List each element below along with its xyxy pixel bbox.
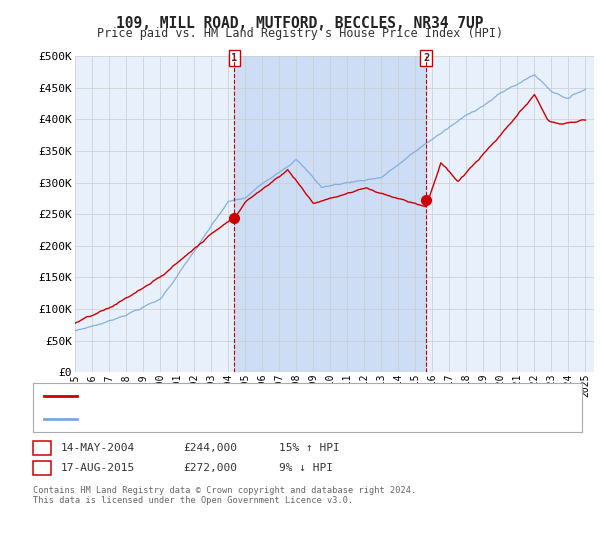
Text: 1: 1: [232, 53, 238, 63]
Text: 15% ↑ HPI: 15% ↑ HPI: [279, 443, 340, 453]
Bar: [235, 56, 426, 372]
Text: 17-AUG-2015: 17-AUG-2015: [61, 463, 136, 473]
Text: 2: 2: [423, 53, 429, 63]
Text: Price paid vs. HM Land Registry's House Price Index (HPI): Price paid vs. HM Land Registry's House …: [97, 27, 503, 40]
Text: £244,000: £244,000: [183, 443, 237, 453]
Text: £272,000: £272,000: [183, 463, 237, 473]
Text: HPI: Average price, detached house, East Suffolk: HPI: Average price, detached house, East…: [84, 414, 384, 424]
Text: 109, MILL ROAD, MUTFORD, BECCLES, NR34 7UP: 109, MILL ROAD, MUTFORD, BECCLES, NR34 7…: [116, 16, 484, 31]
Text: 1: 1: [38, 443, 46, 453]
Text: 14-MAY-2004: 14-MAY-2004: [61, 443, 136, 453]
Text: 2: 2: [38, 463, 46, 473]
Text: 109, MILL ROAD, MUTFORD, BECCLES, NR34 7UP (detached house): 109, MILL ROAD, MUTFORD, BECCLES, NR34 7…: [84, 391, 453, 402]
Text: 9% ↓ HPI: 9% ↓ HPI: [279, 463, 333, 473]
Text: Contains HM Land Registry data © Crown copyright and database right 2024.
This d: Contains HM Land Registry data © Crown c…: [33, 486, 416, 506]
